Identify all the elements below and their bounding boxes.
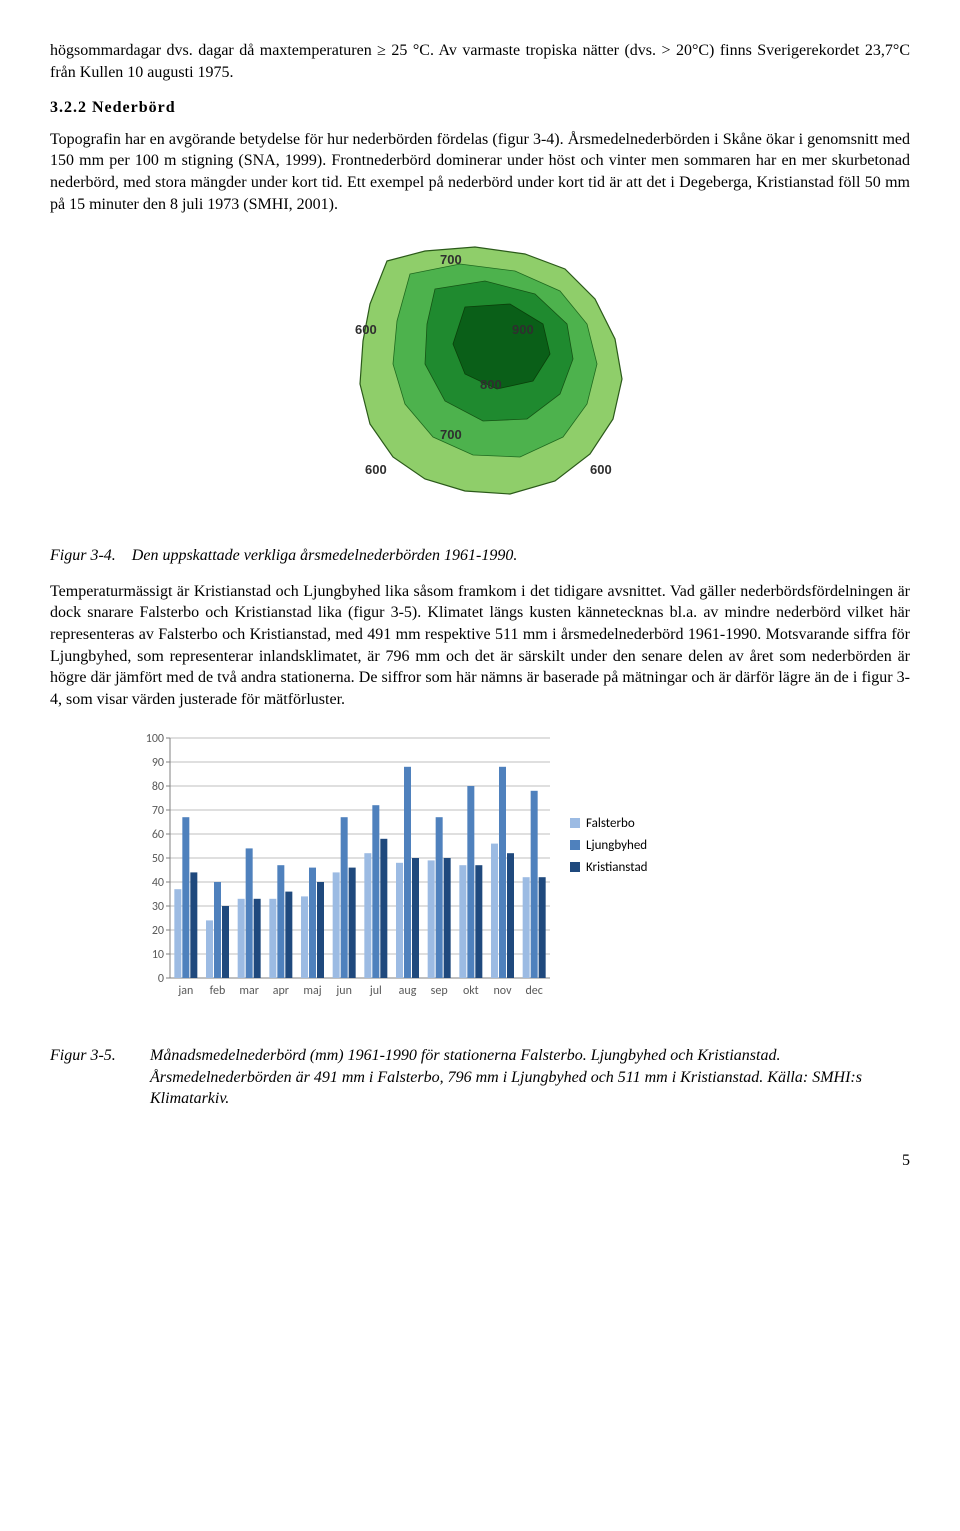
section-title: Nederbörd xyxy=(92,99,176,116)
svg-text:Kristianstad: Kristianstad xyxy=(586,860,648,875)
svg-text:sep: sep xyxy=(431,984,448,998)
svg-text:70: 70 xyxy=(152,804,164,818)
svg-text:apr: apr xyxy=(273,984,289,998)
svg-text:40: 40 xyxy=(152,876,164,890)
svg-text:jul: jul xyxy=(369,984,382,998)
svg-text:600: 600 xyxy=(590,462,612,477)
svg-text:900: 900 xyxy=(512,322,534,337)
paragraph-2: Temperaturmässigt är Kristianstad och Lj… xyxy=(50,581,910,711)
svg-text:okt: okt xyxy=(463,984,479,998)
svg-text:30: 30 xyxy=(152,900,164,914)
svg-text:600: 600 xyxy=(365,462,387,477)
figure-3-5-label: Figur 3-5. xyxy=(50,1045,130,1110)
svg-text:aug: aug xyxy=(399,984,417,998)
svg-text:800: 800 xyxy=(480,377,502,392)
svg-text:10: 10 xyxy=(152,948,164,962)
figure-3-5-caption: Figur 3-5. Månadsmedelnederbörd (mm) 196… xyxy=(50,1045,910,1110)
svg-text:0: 0 xyxy=(158,972,164,986)
svg-text:jun: jun xyxy=(335,984,351,998)
section-heading: 3.2.2 Nederbörd xyxy=(50,97,910,119)
svg-text:50: 50 xyxy=(152,852,164,866)
intro-paragraph: högsommardagar dvs. dagar då maxtemperat… xyxy=(50,40,910,83)
figure-3-4-caption: Figur 3-4. Den uppskattade verkliga årsm… xyxy=(50,545,910,567)
svg-text:20: 20 xyxy=(152,924,164,938)
svg-text:Ljungbyhed: Ljungbyhed xyxy=(586,838,647,853)
figure-3-5-chart: 0 10 20 30 40 50 60 70 80 90 100 jan febmaraprmajjun… xyxy=(130,728,910,1015)
svg-text:100: 100 xyxy=(146,732,164,746)
svg-text:Falsterbo: Falsterbo xyxy=(586,816,635,831)
svg-text:60: 60 xyxy=(152,828,164,842)
svg-text:dec: dec xyxy=(525,984,542,998)
svg-text:600: 600 xyxy=(355,322,377,337)
svg-text:maj: maj xyxy=(303,984,321,998)
figure-3-5-caption-text: Månadsmedelnederbörd (mm) 1961-1990 för … xyxy=(150,1045,910,1110)
svg-text:700: 700 xyxy=(440,427,462,442)
svg-text:90: 90 xyxy=(152,756,164,770)
paragraph-1: Topografin har en avgörande betydelse fö… xyxy=(50,129,910,215)
figure-3-4-map: 700 900 800 700 600 600 600 xyxy=(50,229,910,529)
section-number: 3.2.2 xyxy=(50,99,87,116)
svg-text:700: 700 xyxy=(440,252,462,267)
precipitation-map-svg: 700 900 800 700 600 600 600 xyxy=(315,229,645,529)
page-number: 5 xyxy=(50,1150,910,1172)
svg-text:mar: mar xyxy=(239,984,259,998)
figure-3-4-caption-text: Den uppskattade verkliga årsmedelnederbö… xyxy=(132,547,518,564)
svg-text:feb: feb xyxy=(210,984,226,998)
svg-text:80: 80 xyxy=(152,780,164,794)
figure-3-4-label: Figur 3-4. xyxy=(50,547,116,564)
precipitation-bar-chart-svg: 0 10 20 30 40 50 60 70 80 90 100 jan febmaraprmajjun… xyxy=(130,728,660,1008)
svg-text:jan: jan xyxy=(177,984,193,998)
svg-text:nov: nov xyxy=(494,984,513,998)
